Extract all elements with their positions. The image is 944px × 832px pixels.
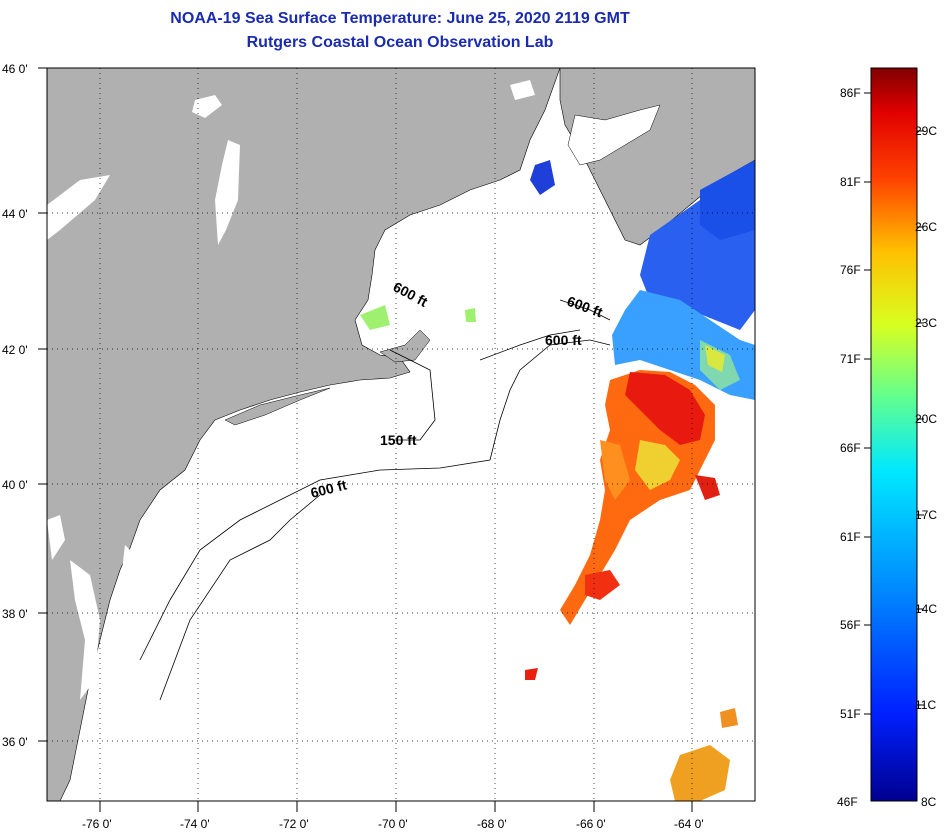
lon-label: -74 0' <box>180 817 210 831</box>
map-frame <box>46 67 756 802</box>
colorbar-c-label: 29C <box>915 124 937 138</box>
lake <box>47 175 110 240</box>
lat-label: 44 0' <box>2 207 28 221</box>
lat-label: 36 0' <box>2 735 28 749</box>
colorbar-c-label: 17C <box>915 508 937 522</box>
map-subtitle: Rutgers Coastal Ocean Observation Lab <box>246 34 554 51</box>
land-long-island <box>224 387 331 426</box>
lat-label: 38 0' <box>2 607 28 621</box>
colorbar-f-label: 61F <box>840 530 861 544</box>
map-title: NOAA-19 Sea Surface Temperature: June 25… <box>170 10 630 27</box>
lon-label: -66 0' <box>576 817 606 831</box>
colorbar-f-label: 51F <box>840 707 861 721</box>
colorbar-f-label: 56F <box>840 618 861 632</box>
lake <box>192 95 222 118</box>
colorbar-c-label: 20C <box>915 412 937 426</box>
lake <box>215 140 240 245</box>
lat-label: 42 0' <box>2 343 28 357</box>
colorbar-c-label: 14C <box>915 602 937 616</box>
colorbar-f-label: 86F <box>840 86 861 100</box>
contour-label: 600 ft <box>545 332 582 348</box>
lake <box>600 125 625 148</box>
lon-label: -76 0' <box>82 817 112 831</box>
delaware-bay <box>122 545 140 580</box>
colorbar-c-label: 23C <box>915 316 937 330</box>
lake <box>47 515 65 560</box>
colorbar-c-label: 8C <box>921 795 937 809</box>
lon-label: -68 0' <box>477 817 507 831</box>
lon-label: -64 0' <box>674 817 704 831</box>
chesapeake-bay <box>70 560 100 700</box>
contour-label: 150 ft <box>380 432 417 448</box>
graticule <box>47 68 755 801</box>
land-us-northeast <box>47 68 561 801</box>
lake <box>510 80 535 100</box>
colorbar-f-label: 76F <box>840 263 861 277</box>
colorbar <box>870 67 918 802</box>
lat-label: 40 0' <box>2 478 28 492</box>
land-cape-cod <box>379 329 431 363</box>
colorbar-f-label: 66F <box>840 441 861 455</box>
sst-data <box>360 160 755 801</box>
colorbar-f-label: 81F <box>840 175 861 189</box>
colorbar-f-label: 46F <box>837 795 858 809</box>
colorbar-f-label: 71F <box>840 352 861 366</box>
colorbar-c-label: 26C <box>915 220 937 234</box>
bathymetry-contours <box>139 299 611 701</box>
axis-ticks <box>38 67 693 812</box>
colorbar-ticks <box>864 92 924 715</box>
lon-label: -70 0' <box>378 817 408 831</box>
lon-label: -72 0' <box>279 817 309 831</box>
colorbar-c-label: 11C <box>915 698 936 712</box>
lat-label: 46 0' <box>2 62 28 76</box>
